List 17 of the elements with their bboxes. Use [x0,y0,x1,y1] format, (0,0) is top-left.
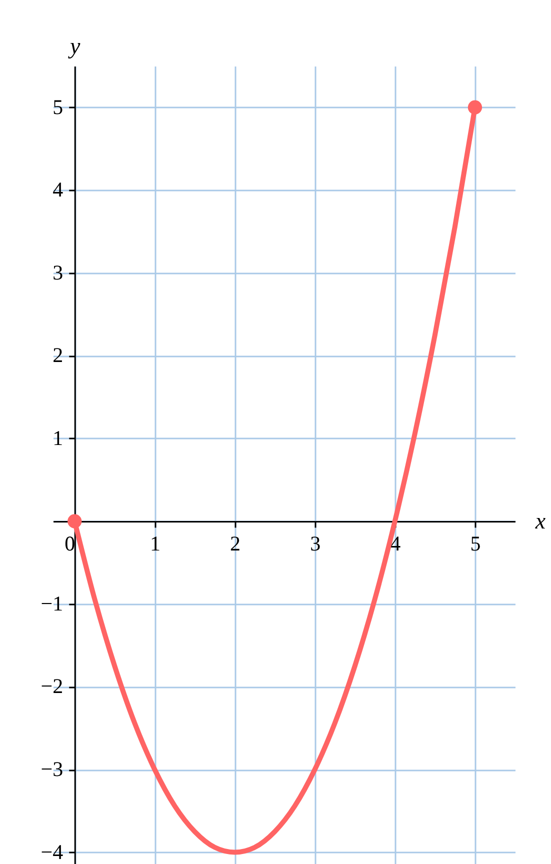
x-tick-label: 5 [470,532,481,556]
y-tick-label: −3 [40,757,64,782]
y-tick-label: 4 [52,178,64,202]
y-axis-title: y [68,34,82,58]
x-tick-label: 4 [390,532,402,556]
x-tick-label: 1 [150,532,160,556]
y-tick-label: 1 [52,426,64,450]
y-tick-label: −4 [40,840,64,864]
x-tick-label: 3 [310,532,321,556]
y-tick-label: 2 [52,343,64,368]
x-axis-title: x [534,508,546,534]
y-tick-label: −2 [40,674,64,698]
y-tick-label: −1 [40,591,64,616]
x-tick-label: 0 [64,532,76,556]
x-tick-label: 2 [230,532,241,556]
y-tick-label: 3 [52,260,64,284]
y-tick-label: 5 [52,94,64,119]
